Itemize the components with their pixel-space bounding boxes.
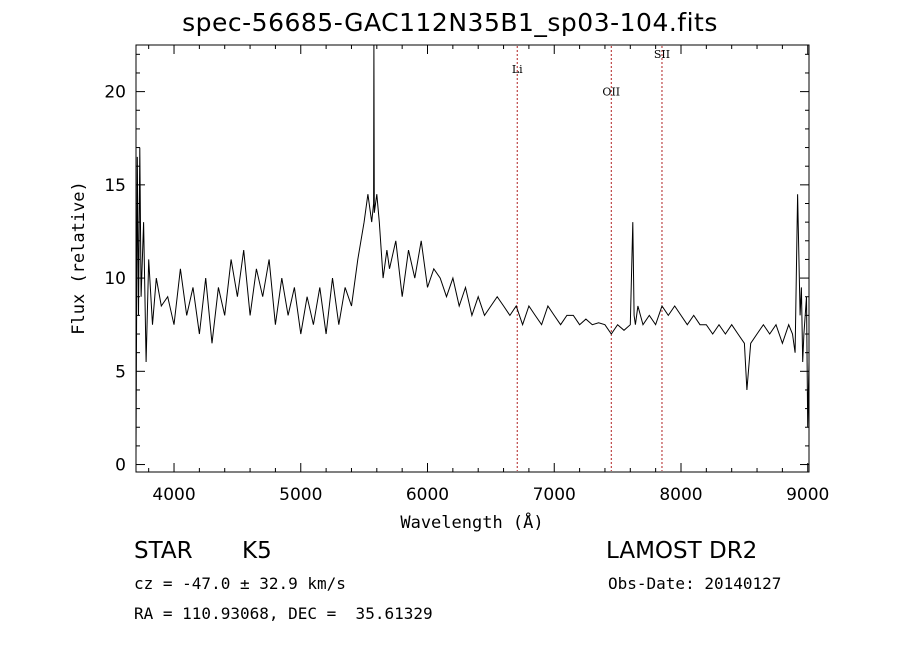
x-tick-label: 8000 [659, 485, 702, 505]
x-tick-label: 7000 [533, 485, 576, 505]
line-label-sii: SII [654, 48, 670, 61]
y-tick-label: 20 [104, 83, 126, 103]
coordinates: RA = 110.93068, DEC = 35.61329 [134, 604, 433, 623]
x-tick-label: 5000 [279, 485, 322, 505]
y-tick-label: 5 [115, 362, 126, 382]
y-tick-label: 15 [104, 176, 126, 196]
plot-frame [135, 44, 810, 473]
object-subclass: K5 [242, 538, 272, 564]
y-axis-ticks: 0 5 10 15 20 [104, 53, 809, 476]
y-axis-label: Flux (relative) [69, 181, 89, 335]
y-tick-label: 10 [104, 269, 126, 289]
x-tick-label: 9000 [786, 485, 829, 505]
line-label-li: Li [512, 63, 523, 76]
spectrum-line [135, 44, 810, 456]
x-tick-label: 6000 [406, 485, 449, 505]
annotation-labels: Li OII SII [512, 48, 670, 98]
x-axis-label: Wavelength (Å) [400, 511, 543, 533]
redshift-info: cz = -47.0 ± 32.9 km/s [134, 574, 346, 593]
chart-title: spec-56685-GAC112N35B1_sp03-104.fits [182, 8, 718, 37]
x-axis-ticks: 4000 5000 6000 7000 8000 9000 [148, 45, 829, 505]
annotation-lines [516, 46, 663, 471]
object-class: STAR [134, 538, 193, 564]
x-tick-label: 4000 [152, 485, 195, 505]
observation-date: Obs-Date: 20140127 [608, 574, 782, 593]
line-label-oii: OII [602, 85, 620, 98]
survey-name: LAMOST DR2 [606, 538, 758, 564]
y-tick-label: 0 [115, 456, 126, 476]
